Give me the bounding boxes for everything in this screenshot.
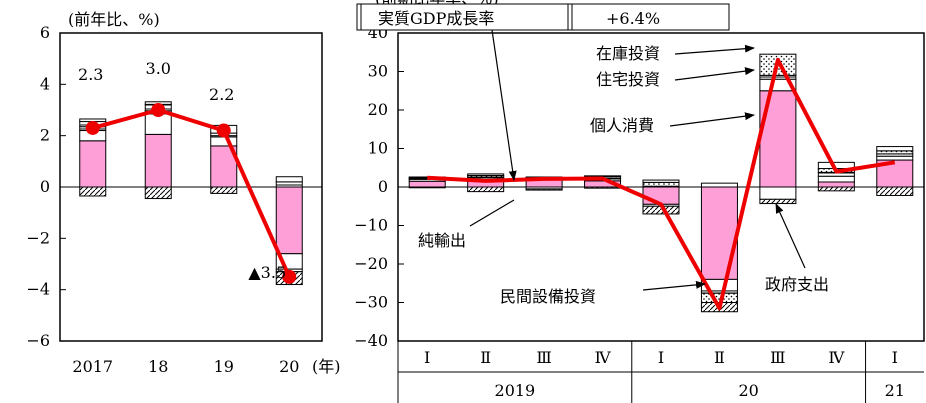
bar-segment-inventory	[525, 188, 563, 191]
quarter-label: Ⅱ	[480, 348, 491, 367]
bar-segment-government	[467, 173, 505, 176]
year-group-label: 20	[738, 381, 758, 400]
bar-segment-government	[584, 175, 622, 178]
bar-segment-net_exports	[584, 186, 622, 189]
y-tick-label: 10	[368, 139, 388, 158]
bar-segment-consumption	[408, 180, 446, 188]
year-group-label: 2019	[495, 381, 536, 400]
quarter-label: Ⅳ	[828, 348, 845, 367]
bar-segment-inventory	[642, 181, 680, 187]
annotation-government: 政府支出	[765, 275, 829, 294]
annotation-net-exports: 純輸出	[418, 231, 466, 250]
bar-segment-equipment	[876, 155, 914, 161]
bar-segment-consumption	[79, 140, 107, 188]
y-tick-label: 2	[40, 126, 50, 145]
bar-segment-consumption	[642, 186, 680, 205]
bar-segment-inventory	[275, 181, 303, 188]
quarter-label: Ⅳ	[595, 348, 612, 367]
legend-value-box	[567, 3, 730, 31]
annotation-equipment: 民間設備投資	[500, 287, 596, 306]
annotation-housing: 住宅投資	[596, 70, 660, 89]
legend: 実質GDP成長率 +6.4%	[356, 3, 730, 31]
gdp-point	[216, 123, 231, 138]
y-tick-label: 0	[378, 177, 388, 196]
x-tick-label: 19	[214, 357, 234, 376]
gdp-growth-line	[427, 57, 896, 311]
gdp-point	[282, 269, 297, 284]
gdp-point	[151, 103, 166, 117]
bar-segment-consumption	[700, 186, 738, 280]
bar-segment-consumption	[144, 133, 172, 188]
bar-segment-equipment	[817, 175, 855, 183]
y-tick-label: 0	[40, 177, 50, 196]
bar-segment-net_exports	[210, 186, 238, 194]
quarter-label: Ⅲ	[770, 348, 785, 367]
annual-x-unit: (年)	[312, 357, 341, 376]
year-group-label: 21	[885, 381, 905, 400]
gdp-growth-line	[92, 108, 292, 278]
gdp-point	[85, 120, 100, 135]
bar-segment-net_exports	[144, 186, 172, 200]
bar-segment-housing	[759, 74, 797, 80]
y-tick-label: −40	[354, 331, 388, 350]
bar-segment-equipment	[210, 136, 238, 147]
y-tick-label: 20	[368, 100, 388, 119]
bar-segment-government	[642, 179, 680, 183]
annotations: 在庫投資 住宅投資 個人消費 民間設備投資 政府支出 純輸出	[418, 29, 829, 306]
gdp-data-label: 3.0	[146, 59, 171, 78]
y-tick-label: −20	[354, 254, 388, 273]
y-tick-label: 30	[368, 62, 388, 81]
bar-segment-net_exports	[79, 186, 107, 197]
bar-segment-net_exports	[467, 186, 505, 193]
gdp-data-label: 2.2	[209, 85, 234, 104]
quarter-label: Ⅰ	[424, 348, 430, 367]
y-tick-label: 6	[40, 23, 50, 42]
x-tick-label: 2017	[72, 357, 113, 376]
x-tick-label: 20	[279, 357, 299, 376]
gdp-data-label: ▲3.5	[248, 263, 286, 282]
bar-segment-consumption	[275, 186, 303, 255]
quarter-label: Ⅰ	[658, 348, 664, 367]
annotation-consumption: 個人消費	[590, 116, 654, 135]
y-tick-label: −10	[354, 216, 388, 235]
y-tick-label: 4	[40, 74, 50, 93]
annual-unit-label: (前年比、%)	[68, 10, 160, 29]
quarter-label: Ⅰ	[892, 348, 898, 367]
quarter-label: Ⅱ	[714, 348, 725, 367]
annual-chart: (前年比、%) −6 −4 −2 0 2 4 6 2017 18 19 20 2.3 3.0 2.2 ▲…	[26, 10, 340, 376]
legend-name-box	[356, 3, 570, 31]
y-tick-label: −30	[354, 293, 388, 312]
bar-segment-net_exports	[408, 186, 446, 189]
legend-value: +6.4%	[606, 9, 660, 28]
bar-segment-government	[275, 176, 303, 183]
bar-segment-government	[700, 182, 738, 188]
gdp-data-label: 2.3	[78, 65, 103, 84]
legend-name: 実質GDP成長率	[378, 9, 494, 28]
y-tick-label: −6	[26, 331, 50, 350]
bar-segment-net_exports	[759, 198, 797, 205]
y-tick-label: −4	[26, 280, 50, 299]
annotation-inventory: 在庫投資	[596, 44, 660, 63]
quarter-label: Ⅲ	[536, 348, 551, 367]
bar-segment-net_exports	[817, 186, 855, 192]
bar-segment-government	[759, 186, 797, 200]
bar-segment-net_exports	[876, 186, 914, 196]
bar-segment-consumption	[817, 181, 855, 188]
x-tick-label: 18	[148, 357, 168, 376]
bar-segment-government	[876, 146, 914, 152]
y-tick-label: −2	[26, 228, 50, 247]
